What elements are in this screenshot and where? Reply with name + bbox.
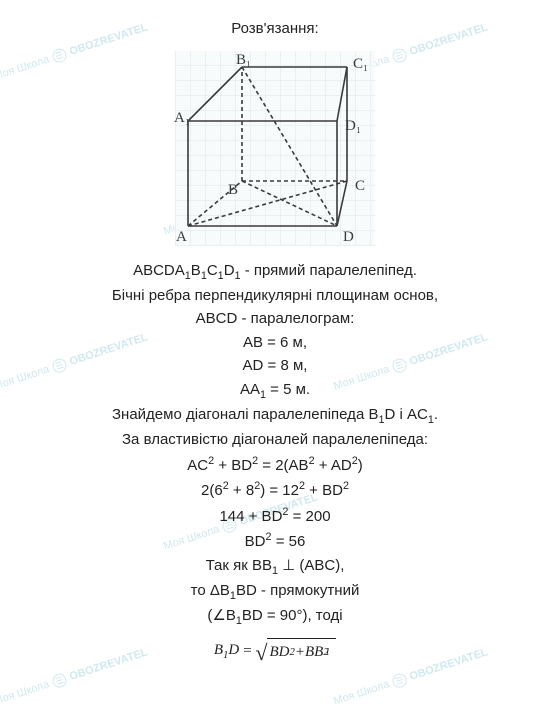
vertex-label: A <box>176 226 187 249</box>
diagram-svg <box>175 51 375 246</box>
final-formula: B1D = √ BD2 + BB21 <box>214 638 336 664</box>
text-line-13: Так як BB1 ⊥ (ABC), <box>30 555 520 579</box>
text-line-3: ABCD - паралелограм: <box>30 308 520 331</box>
vertex-label: B <box>228 179 238 202</box>
vertex-label: D <box>343 226 354 249</box>
text-line-6: AA1 = 5 м. <box>30 379 520 403</box>
parallelepiped-diagram: A D B C A₁ D₁ B₁ C₁ <box>175 51 375 246</box>
solution-title: Розв'язання: <box>30 18 520 41</box>
sqrt-icon: √ <box>255 642 267 664</box>
vertex-label: C <box>355 175 365 198</box>
text-line-14: то ΔB1BD - прямокутний <box>30 580 520 604</box>
text-line-9: AC2 + BD2 = 2(AB2 + AD2) <box>30 453 520 478</box>
text-line-7: Знайдемо діагоналі паралелепіпеда B1D і … <box>30 404 520 428</box>
text-line-4: AB = 6 м, <box>30 332 520 355</box>
text-line-2: Бічні ребра перпендикулярні площинам осн… <box>30 285 520 308</box>
text-line-15: (∠B1BD = 90°), тоді <box>30 605 520 629</box>
text-line-1: ABCDA1B1C1D1 - прямий паралелепіпед. <box>30 260 520 284</box>
text-line-5: AD = 8 м, <box>30 355 520 378</box>
text-line-10: 2(62 + 82) = 122 + BD2 <box>30 478 520 503</box>
vertex-label: C₁ <box>353 53 368 76</box>
text-line-12: BD2 = 56 <box>30 529 520 554</box>
vertex-label: B₁ <box>236 49 251 72</box>
vertex-label: D₁ <box>345 115 361 138</box>
text-line-11: 144 + BD2 = 200 <box>30 504 520 529</box>
text-line-8: За властивістю діагоналей паралелепіпеда… <box>30 429 520 452</box>
diagram-container: A D B C A₁ D₁ B₁ C₁ <box>30 51 520 246</box>
vertex-label: A₁ <box>174 107 190 130</box>
